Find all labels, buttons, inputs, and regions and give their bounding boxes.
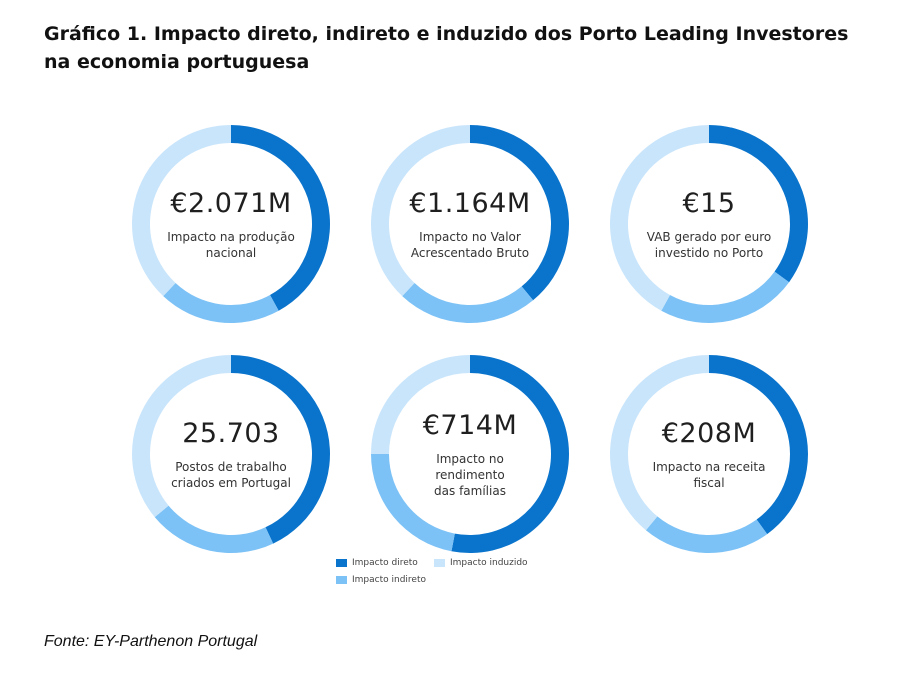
legend-swatch-indireto bbox=[336, 576, 347, 584]
donut-value: 25.703 bbox=[182, 418, 280, 449]
donut-slice-indireto bbox=[163, 283, 279, 323]
donut-slice-induzido bbox=[131, 355, 231, 518]
legend-item-indireto: Impacto indireto bbox=[336, 575, 426, 585]
chart-title: Gráfico 1. Impacto direto, indireto e in… bbox=[44, 23, 849, 73]
donut-slice-induzido bbox=[371, 355, 470, 454]
donut-center: 25.703 Postos de trabalho criados em Por… bbox=[131, 354, 331, 554]
donut-slice-indireto bbox=[402, 283, 534, 323]
donut-svg bbox=[610, 355, 808, 553]
donut-slice-induzido bbox=[610, 355, 709, 531]
donut-caption: Postos de trabalho criados em Portugal bbox=[171, 460, 291, 490]
donut-slice-indireto bbox=[645, 516, 768, 553]
donut-tax-revenue: €208M Impacto na receita fiscal bbox=[609, 354, 809, 554]
donut-household-income: €714M Impacto no rendimento das famílias bbox=[370, 354, 570, 554]
donut-slice-direto bbox=[451, 355, 569, 553]
donut-slice-induzido bbox=[371, 125, 470, 297]
donut-center: €1.164M Impacto no Valor Acrescentado Br… bbox=[370, 124, 570, 324]
donut-slice-direto bbox=[231, 125, 331, 311]
legend-label-indireto: Impacto indireto bbox=[352, 575, 426, 585]
donut-slice-direto bbox=[231, 355, 330, 544]
donut-center: €208M Impacto na receita fiscal bbox=[609, 354, 809, 554]
source-note: Fonte: EY-Parthenon Portugal bbox=[44, 633, 258, 650]
donut-svg bbox=[131, 355, 330, 553]
donut-slice-direto bbox=[709, 125, 808, 283]
donut-center: €15 VAB gerado por euro investido no Por… bbox=[609, 124, 809, 324]
donut-slice-indireto bbox=[371, 454, 455, 552]
donut-jobs: 25.703 Postos de trabalho criados em Por… bbox=[131, 354, 331, 554]
donut-slice-direto bbox=[470, 125, 569, 301]
legend-item-direto: Impacto direto bbox=[336, 558, 418, 568]
donut-caption: Impacto na receita fiscal bbox=[652, 460, 766, 490]
donut-value: €208M bbox=[661, 418, 757, 449]
donut-value: €1.164M bbox=[409, 188, 531, 219]
donut-center: €714M Impacto no rendimento das famílias bbox=[370, 354, 570, 554]
donut-caption: Impacto na produção nacional bbox=[167, 230, 295, 260]
donut-caption: VAB gerado por euro investido no Porto bbox=[646, 230, 772, 260]
donut-slice-indireto bbox=[661, 271, 790, 323]
legend-label-induzido: Impacto induzido bbox=[450, 558, 528, 568]
legend-swatch-direto bbox=[336, 559, 347, 567]
legend-swatch-induzido bbox=[434, 559, 445, 567]
donut-gva: €1.164M Impacto no Valor Acrescentado Br… bbox=[370, 124, 570, 324]
donut-svg bbox=[371, 125, 569, 323]
donut-svg bbox=[132, 125, 331, 323]
donut-caption: Impacto no rendimento das famílias bbox=[434, 452, 506, 498]
legend-label-direto: Impacto direto bbox=[352, 558, 418, 568]
donut-value: €15 bbox=[682, 188, 736, 219]
legend-item-induzido: Impacto induzido bbox=[434, 558, 528, 568]
donut-slice-induzido bbox=[610, 125, 709, 311]
donut-gva-per-euro: €15 VAB gerado por euro investido no Por… bbox=[609, 124, 809, 324]
donut-value: €2.071M bbox=[170, 188, 292, 219]
donut-caption: Impacto no Valor Acrescentado Bruto bbox=[410, 230, 530, 260]
donut-value: €714M bbox=[422, 410, 518, 441]
donut-slice-induzido bbox=[132, 125, 231, 297]
chart-legend: Impacto direto Impacto induzido Impacto … bbox=[336, 558, 596, 592]
donut-svg bbox=[610, 125, 808, 323]
donut-slice-indireto bbox=[154, 505, 274, 553]
donut-slice-direto bbox=[709, 355, 808, 535]
donut-center: €2.071M Impacto na produção nacional bbox=[131, 124, 331, 324]
donut-production: €2.071M Impacto na produção nacional bbox=[131, 124, 331, 324]
donut-svg bbox=[371, 355, 569, 553]
